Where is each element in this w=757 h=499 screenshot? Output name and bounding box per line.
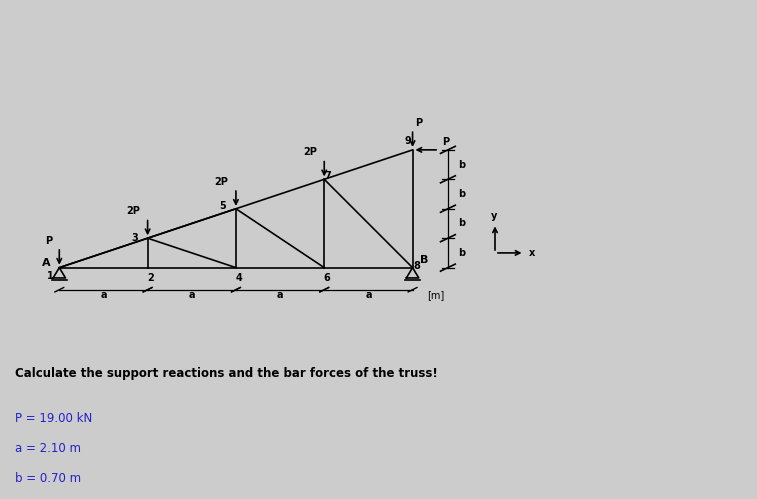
Text: a: a: [277, 290, 283, 300]
Text: P = 19.00 kN: P = 19.00 kN: [15, 412, 92, 425]
Text: b: b: [458, 160, 466, 170]
Text: a: a: [365, 290, 372, 300]
Text: 6: 6: [324, 273, 331, 283]
Text: b: b: [458, 248, 466, 258]
Text: P: P: [442, 137, 449, 147]
Text: 2P: 2P: [126, 206, 140, 216]
Text: B: B: [420, 255, 428, 265]
Text: b = 0.70 m: b = 0.70 m: [15, 472, 81, 485]
Text: 2P: 2P: [215, 177, 229, 187]
Text: x: x: [529, 248, 535, 258]
Text: 4: 4: [235, 273, 242, 283]
Text: a: a: [100, 290, 107, 300]
Text: 8: 8: [413, 261, 420, 271]
Text: [m]: [m]: [427, 290, 444, 300]
Text: a: a: [188, 290, 195, 300]
Text: y: y: [491, 211, 497, 221]
Text: b: b: [458, 219, 466, 229]
Text: 2: 2: [147, 273, 154, 283]
Text: A: A: [42, 258, 51, 268]
Text: a = 2.10 m: a = 2.10 m: [15, 442, 81, 455]
Text: P: P: [416, 118, 422, 128]
Text: 9: 9: [405, 136, 412, 146]
Text: 5: 5: [220, 201, 226, 211]
Text: 3: 3: [131, 233, 138, 243]
Text: 1: 1: [47, 271, 54, 281]
Text: b: b: [458, 189, 466, 199]
Text: 2P: 2P: [303, 147, 317, 157]
Text: 7: 7: [325, 171, 331, 181]
Text: Calculate the support reactions and the bar forces of the truss!: Calculate the support reactions and the …: [15, 367, 438, 380]
Text: P: P: [45, 236, 52, 246]
